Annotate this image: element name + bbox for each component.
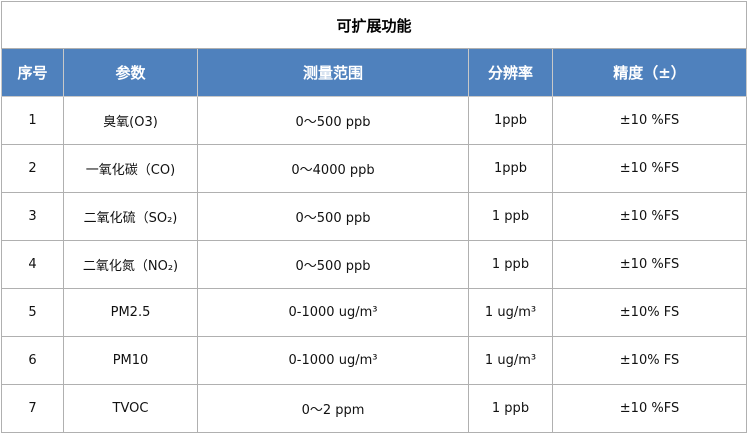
index-cell: 1 [1,96,64,145]
resolution-cell: 1ppb [468,96,553,145]
resolution-cell: 1 ppb [468,384,553,433]
header-parameter: 参数 [63,48,198,97]
table-row: 7 TVOC 0～2 ppm 1 ppb ±10 %FS [1,384,747,433]
accuracy-cell: ±10% FS [552,336,747,385]
table-row: 6 PM10 0-1000 ug/m³ 1 ug/m³ ±10% FS [1,336,747,385]
range-cell: 0～4000 ppb [197,144,469,193]
table-row: 1 臭氧(O3) 0～500 ppb 1ppb ±10 %FS [1,96,747,145]
index-cell: 3 [1,192,64,241]
header-index: 序号 [1,48,64,97]
range-cell: 0～500 ppb [197,96,469,145]
parameter-cell: 臭氧(O3) [63,96,198,145]
table-row: 3 二氧化硫（SO₂) 0～500 ppb 1 ppb ±10 %FS [1,192,747,241]
header-accuracy: 精度（±） [552,48,747,97]
table-row: 5 PM2.5 0-1000 ug/m³ 1 ug/m³ ±10% FS [1,288,747,337]
resolution-cell: 1 ug/m³ [468,288,553,337]
range-cell: 0-1000 ug/m³ [197,288,469,337]
parameter-cell: 一氧化碳（CO) [63,144,198,193]
resolution-cell: 1 ug/m³ [468,336,553,385]
table-title: 可扩展功能 [1,1,747,49]
header-row: 序号 参数 测量范围 分辨率 精度（±） [1,48,747,97]
accuracy-cell: ±10 %FS [552,240,747,289]
parameter-cell: 二氧化硫（SO₂) [63,192,198,241]
index-cell: 7 [1,384,64,433]
parameter-cell: TVOC [63,384,198,433]
table-row: 4 二氧化氮（NO₂) 0～500 ppb 1 ppb ±10 %FS [1,240,747,289]
range-cell: 0～2 ppm [197,384,469,433]
accuracy-cell: ±10 %FS [552,384,747,433]
resolution-cell: 1ppb [468,144,553,193]
table-row: 2 一氧化碳（CO) 0～4000 ppb 1ppb ±10 %FS [1,144,747,193]
accuracy-cell: ±10 %FS [552,192,747,241]
index-cell: 4 [1,240,64,289]
parameter-cell: PM2.5 [63,288,198,337]
index-cell: 5 [1,288,64,337]
resolution-cell: 1 ppb [468,192,553,241]
parameter-cell: 二氧化氮（NO₂) [63,240,198,289]
header-resolution: 分辨率 [468,48,553,97]
accuracy-cell: ±10 %FS [552,96,747,145]
header-range: 测量范围 [197,48,469,97]
range-cell: 0～500 ppb [197,192,469,241]
resolution-cell: 1 ppb [468,240,553,289]
accuracy-cell: ±10% FS [552,288,747,337]
index-cell: 2 [1,144,64,193]
accuracy-cell: ±10 %FS [552,144,747,193]
range-cell: 0-1000 ug/m³ [197,336,469,385]
parameter-cell: PM10 [63,336,198,385]
range-cell: 0～500 ppb [197,240,469,289]
index-cell: 6 [1,336,64,385]
